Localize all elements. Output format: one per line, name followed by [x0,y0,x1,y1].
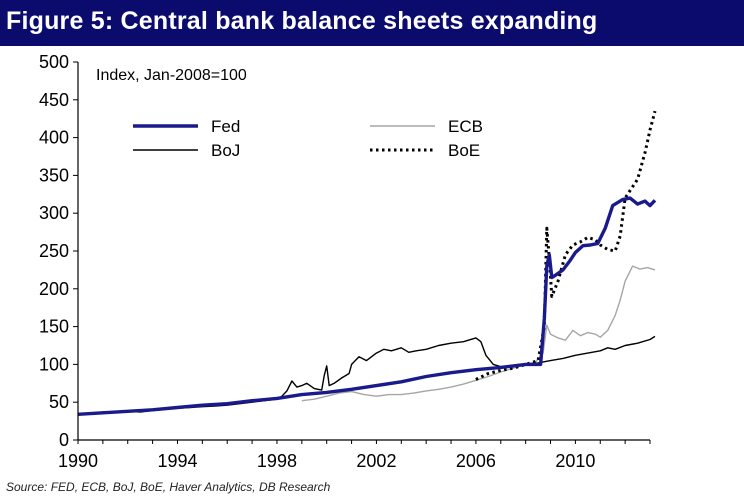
legend-label-fed: Fed [211,117,240,136]
y-tick-label: 150 [39,317,69,337]
series-line-fed [77,196,657,416]
y-tick-label: 100 [39,354,69,374]
series-line-ecb [301,265,656,402]
x-tick-label: 2010 [555,451,595,471]
x-tick-label: 1990 [58,451,98,471]
source-note: Source: FED, ECB, BoJ, BoE, Haver Analyt… [6,480,331,494]
y-tick-label: 450 [39,90,69,110]
x-tick-label: 1994 [157,451,197,471]
x-tick-label: 2006 [456,451,496,471]
x-tick-label: 1998 [257,451,297,471]
y-tick-label: 350 [39,165,69,185]
legend-label-boj: BoJ [211,141,240,160]
y-tick-label: 250 [39,241,69,261]
chart-title: Figure 5: Central bank balance sheets ex… [6,7,598,35]
y-tick-label: 0 [59,430,69,450]
title-bar: Figure 5: Central bank balance sheets ex… [0,0,744,46]
index-annotation: Index, Jan-2008=100 [96,67,247,84]
label-group: 0 50 100 150 200 250 300 350 400 450 500 1990 1994 19… [39,52,595,471]
y-tick-label: 400 [39,128,69,148]
chart-area: 0 50 100 150 200 250 300 350 400 450 500 1990 1994 19… [39,52,657,471]
legend-label-ecb: ECB [448,117,483,136]
y-tick-label: 50 [49,392,69,412]
y-tick-label: 300 [39,203,69,223]
y-tick-label: 500 [39,52,69,72]
axis-group [73,61,651,444]
legend-label-boe: BoE [448,141,480,160]
plot-group [77,110,657,416]
series-line-boj [77,335,656,416]
legend: Fed ECB BoJ BoE [133,117,483,160]
y-tick-label: 200 [39,279,69,299]
x-tick-label: 2002 [356,451,396,471]
